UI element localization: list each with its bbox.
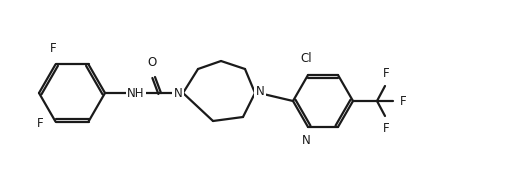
Text: F: F <box>50 42 57 55</box>
Text: NH: NH <box>127 86 145 100</box>
Text: O: O <box>147 56 156 69</box>
Text: F: F <box>383 67 389 80</box>
Text: F: F <box>37 117 44 130</box>
Text: F: F <box>400 94 406 108</box>
Text: F: F <box>383 122 389 135</box>
Text: Cl: Cl <box>300 52 312 65</box>
Text: N: N <box>174 86 182 100</box>
Text: N: N <box>302 134 310 147</box>
Text: N: N <box>256 84 264 97</box>
